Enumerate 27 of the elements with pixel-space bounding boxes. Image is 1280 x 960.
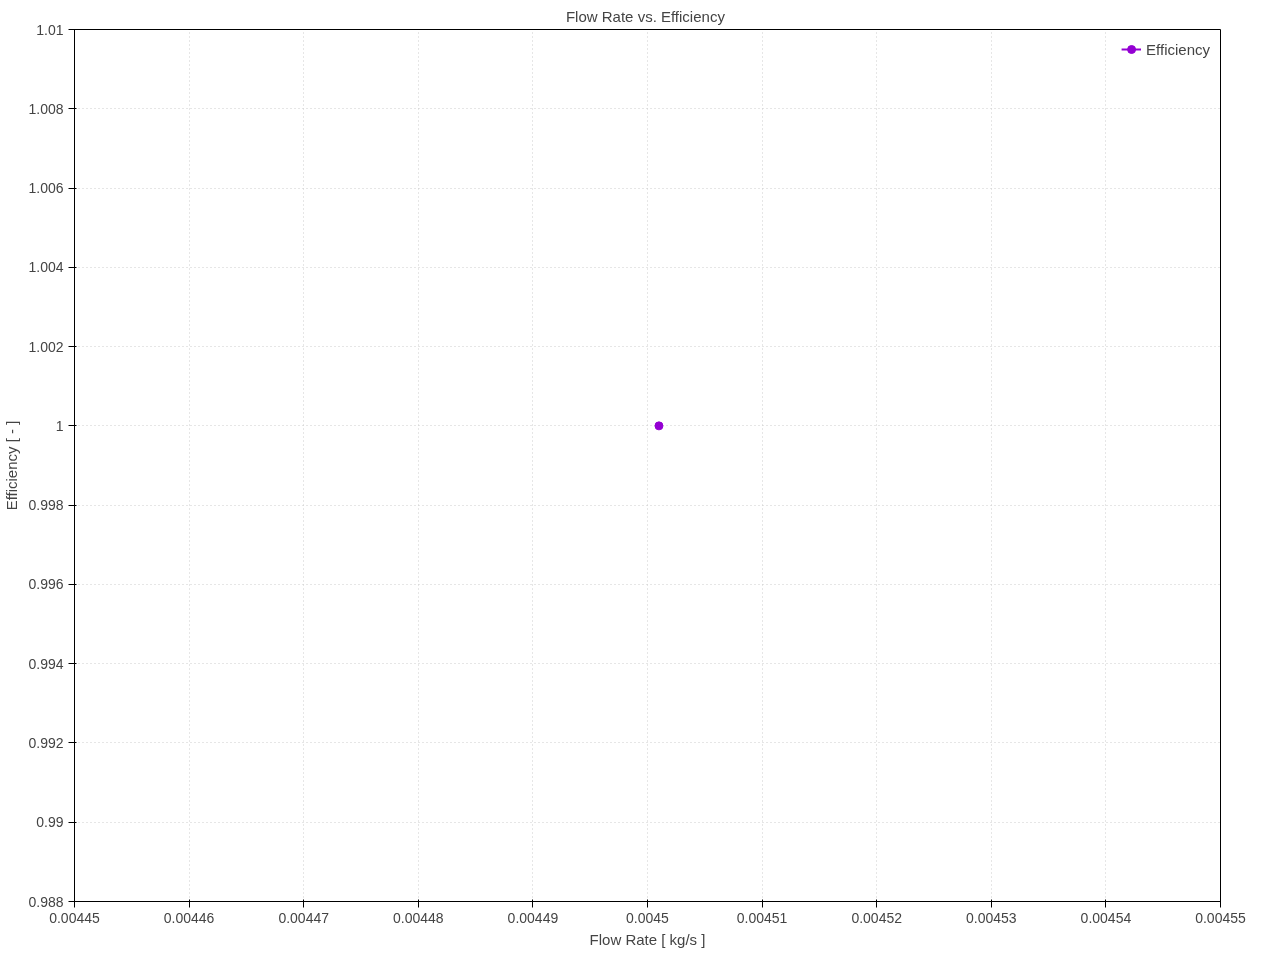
x-tick-label: 0.00446	[163, 909, 215, 926]
y-tick-label: 1	[55, 417, 64, 434]
x-tick-label: 0.00447	[278, 909, 330, 926]
x-tick-label: 0.00455	[1195, 909, 1247, 926]
y-tick-label: 0.994	[28, 655, 64, 672]
y-tick-label: 1.004	[28, 259, 64, 276]
x-tick-label: 0.00451	[736, 909, 788, 926]
x-tick-label: 0.00449	[507, 909, 559, 926]
x-tick-label: 0.00448	[393, 909, 444, 926]
x-tick-label: 0.00452	[851, 909, 903, 926]
y-tick-label: 0.992	[28, 734, 64, 751]
x-tick-label: 0.00453	[966, 909, 1017, 926]
x-tick-label: 0.00445	[49, 909, 101, 926]
y-tick-label: 0.998	[28, 497, 64, 514]
legend-label: Efficiency	[1146, 40, 1210, 58]
y-tick-label: 0.996	[28, 576, 64, 593]
x-tick-label: 0.00454	[1080, 909, 1132, 926]
y-axis-title: Efficiency [ - ]	[3, 420, 21, 511]
y-tick-label: 1.002	[28, 338, 64, 355]
y-tick-label: 1.006	[28, 180, 64, 197]
y-tick-label: 1.01	[36, 21, 64, 38]
x-axis-title: Flow Rate [ kg/s ]	[589, 930, 706, 948]
y-tick-label: 0.988	[28, 893, 64, 910]
y-tick-label: 1.008	[28, 100, 64, 117]
chart-title: Flow Rate vs. Efficiency	[565, 7, 726, 25]
x-tick-label: 0.0045	[626, 909, 670, 926]
y-tick-label: 0.99	[36, 814, 64, 831]
